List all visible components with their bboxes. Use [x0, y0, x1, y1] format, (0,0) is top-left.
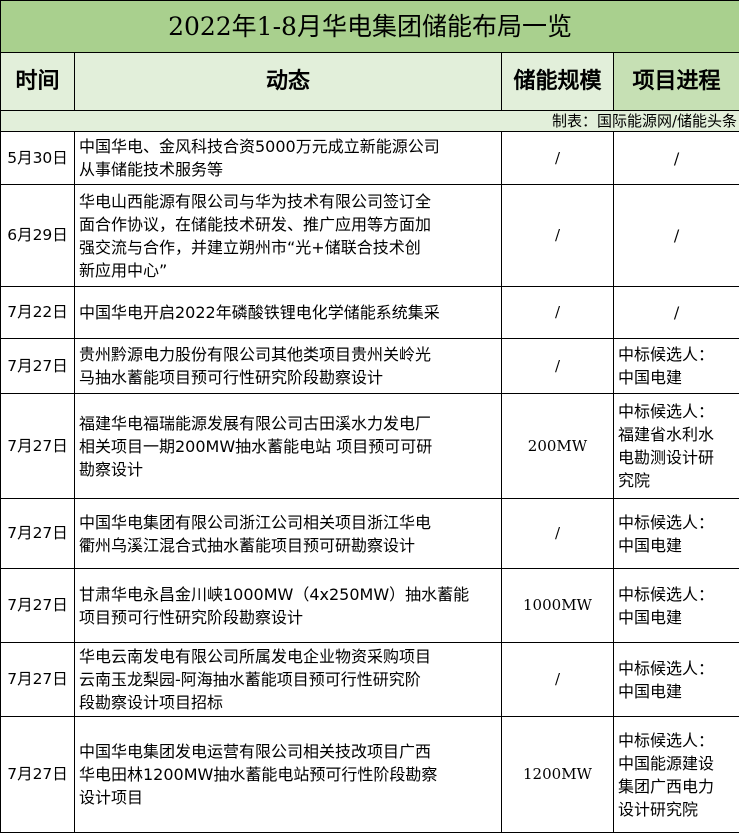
- scale-cell: /: [502, 287, 614, 339]
- event-line: 衢州乌溪江混合式抽水蓄能项目预可研勘察设计: [79, 534, 501, 557]
- table-row: 7月27日华电云南发电有限公司所属发电企业物资采购项目云南玉龙梨园-阿海抽水蓄能…: [1, 643, 739, 717]
- date-cell: 7月27日: [1, 643, 75, 717]
- event-cell: 福建华电福瑞能源发展有限公司古田溪水力发电厂相关项目一期200MW抽水蓄能电站 …: [75, 394, 502, 499]
- source-credit: 制表：国际能源网/储能头条: [1, 111, 739, 132]
- event-line: 中国华电、金风科技合资5000万元成立新能源公司: [79, 135, 501, 158]
- date-cell: 7月27日: [1, 569, 75, 643]
- progress-cell: 中标候选人：中国电建: [614, 339, 739, 394]
- progress-line: /: [614, 147, 739, 170]
- progress-line: /: [614, 301, 739, 324]
- progress-cell: 中标候选人：福建省水利水电勘测设计研究院: [614, 394, 739, 499]
- header-scale: 储能规模: [502, 53, 614, 111]
- header-event: 动态: [75, 53, 502, 111]
- progress-line: 设计研究院: [618, 798, 739, 821]
- header-time: 时间: [1, 53, 75, 111]
- progress-line: 中国电建: [618, 680, 739, 703]
- event-line: 设计项目: [79, 786, 501, 809]
- table-row: 7月27日福建华电福瑞能源发展有限公司古田溪水力发电厂相关项目一期200MW抽水…: [1, 394, 739, 499]
- event-cell: 中国华电集团有限公司浙江公司相关项目浙江华电衢州乌溪江混合式抽水蓄能项目预可研勘…: [75, 499, 502, 569]
- scale-cell: 1000MW: [502, 569, 614, 643]
- date-cell: 6月29日: [1, 185, 75, 287]
- progress-line: 中国电建: [618, 534, 739, 557]
- scale-cell: 200MW: [502, 394, 614, 499]
- progress-cell: /: [614, 185, 739, 287]
- date-cell: 7月27日: [1, 339, 75, 394]
- progress-line: 中标候选人：: [618, 343, 739, 366]
- table-title: 2022年1-8月华电集团储能布局一览: [1, 1, 739, 53]
- event-cell: 中国华电集团发电运营有限公司相关技改项目广西华电田林1200MW抽水蓄能电站预可…: [75, 717, 502, 833]
- date-cell: 7月22日: [1, 287, 75, 339]
- progress-line: 中国能源建设: [618, 752, 739, 775]
- progress-line: 中标候选人：: [618, 729, 739, 752]
- progress-cell: 中标候选人：中国能源建设集团广西电力设计研究院: [614, 717, 739, 833]
- progress-line: 中国电建: [618, 606, 739, 629]
- progress-line: 中标候选人：: [618, 657, 739, 680]
- event-cell: 甘肃华电永昌金川峡1000MW（4x250MW）抽水蓄能项目预可行性研究阶段勘察…: [75, 569, 502, 643]
- table-row: 7月22日中国华电开启2022年磷酸铁锂电化学储能系统集采//: [1, 287, 739, 339]
- table-row: 7月27日中国华电集团发电运营有限公司相关技改项目广西华电田林1200MW抽水蓄…: [1, 717, 739, 833]
- event-line: 华电云南发电有限公司所属发电企业物资采购项目: [79, 645, 501, 668]
- table-row: 7月27日贵州黔源电力股份有限公司其他类项目贵州关岭光马抽水蓄能项目预可行性研究…: [1, 339, 739, 394]
- date-cell: 7月27日: [1, 394, 75, 499]
- progress-line: 中标候选人：: [618, 583, 739, 606]
- event-cell: 贵州黔源电力股份有限公司其他类项目贵州关岭光马抽水蓄能项目预可行性研究阶段勘察设…: [75, 339, 502, 394]
- event-line: 面合作协议，在储能技术研发、推广应用等方面加: [79, 213, 501, 236]
- event-line: 华电山西能源有限公司与华为技术有限公司签订全: [79, 190, 501, 213]
- event-cell: 中国华电开启2022年磷酸铁锂电化学储能系统集采: [75, 287, 502, 339]
- table-row: 7月27日中国华电集团有限公司浙江公司相关项目浙江华电衢州乌溪江混合式抽水蓄能项…: [1, 499, 739, 569]
- event-line: 从事储能技术服务等: [79, 158, 501, 181]
- progress-cell: 中标候选人：中国电建: [614, 643, 739, 717]
- event-line: 项目预可行性研究阶段勘察设计: [79, 606, 501, 629]
- progress-cell: 中标候选人：中国电建: [614, 499, 739, 569]
- scale-cell: 1200MW: [502, 717, 614, 833]
- event-line: 段勘察设计项目招标: [79, 691, 501, 714]
- date-cell: 7月27日: [1, 499, 75, 569]
- event-line: 华电田林1200MW抽水蓄能电站预可行性阶段勘察: [79, 763, 501, 786]
- table-row: 6月29日华电山西能源有限公司与华为技术有限公司签订全面合作协议，在储能技术研发…: [1, 185, 739, 287]
- header-row: 时间 动态 储能规模 项目进程: [1, 53, 739, 111]
- progress-line: 中国电建: [618, 366, 739, 389]
- event-cell: 华电山西能源有限公司与华为技术有限公司签订全面合作协议，在储能技术研发、推广应用…: [75, 185, 502, 287]
- progress-cell: 中标候选人：中国电建: [614, 569, 739, 643]
- progress-line: /: [614, 224, 739, 247]
- event-line: 福建华电福瑞能源发展有限公司古田溪水力发电厂: [79, 412, 501, 435]
- event-line: 中国华电集团有限公司浙江公司相关项目浙江华电: [79, 511, 501, 534]
- progress-line: 中标候选人：: [618, 400, 739, 423]
- event-line: 勘察设计: [79, 458, 501, 481]
- event-line: 甘肃华电永昌金川峡1000MW（4x250MW）抽水蓄能: [79, 583, 501, 606]
- date-cell: 7月27日: [1, 717, 75, 833]
- progress-line: 究院: [618, 469, 739, 492]
- date-cell: 5月30日: [1, 132, 75, 185]
- table-row: 7月27日甘肃华电永昌金川峡1000MW（4x250MW）抽水蓄能项目预可行性研…: [1, 569, 739, 643]
- progress-line: 集团广西电力: [618, 775, 739, 798]
- event-line: 云南玉龙梨园-阿海抽水蓄能项目预可行性研究阶: [79, 668, 501, 691]
- header-progress: 项目进程: [614, 53, 739, 111]
- progress-line: 中标候选人：: [618, 511, 739, 534]
- event-cell: 华电云南发电有限公司所属发电企业物资采购项目云南玉龙梨园-阿海抽水蓄能项目预可行…: [75, 643, 502, 717]
- scale-cell: /: [502, 185, 614, 287]
- event-line: 贵州黔源电力股份有限公司其他类项目贵州关岭光: [79, 343, 501, 366]
- progress-line: 福建省水利水: [618, 423, 739, 446]
- event-line: 中国华电集团发电运营有限公司相关技改项目广西: [79, 740, 501, 763]
- table-row: 5月30日中国华电、金风科技合资5000万元成立新能源公司从事储能技术服务等//: [1, 132, 739, 185]
- scale-cell: /: [502, 499, 614, 569]
- event-cell: 中国华电、金风科技合资5000万元成立新能源公司从事储能技术服务等: [75, 132, 502, 185]
- event-line: 新应用中心”: [79, 259, 501, 282]
- progress-cell: /: [614, 287, 739, 339]
- scale-cell: /: [502, 132, 614, 185]
- event-line: 中国华电开启2022年磷酸铁锂电化学储能系统集采: [79, 301, 501, 324]
- scale-cell: /: [502, 339, 614, 394]
- event-line: 相关项目一期200MW抽水蓄能电站 项目预可可研: [79, 435, 501, 458]
- progress-cell: /: [614, 132, 739, 185]
- scale-cell: /: [502, 643, 614, 717]
- progress-line: 电勘测设计研: [618, 446, 739, 469]
- event-line: 强交流与合作，并建立朔州市“光+储联合技术创: [79, 236, 501, 259]
- event-line: 马抽水蓄能项目预可行性研究阶段勘察设计: [79, 366, 501, 389]
